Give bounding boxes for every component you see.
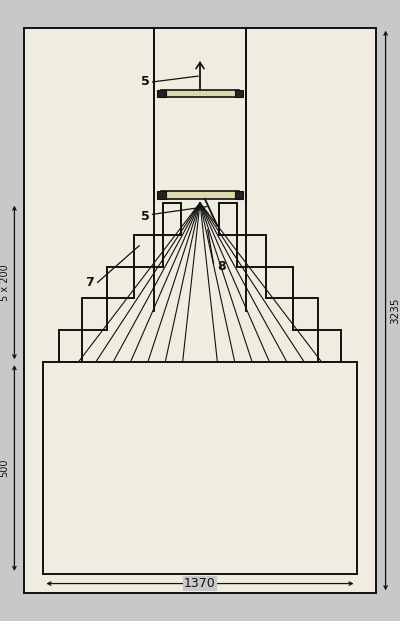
Bar	[163, 202, 181, 235]
Bar	[158, 89, 166, 97]
Bar	[235, 191, 244, 199]
Bar	[237, 235, 266, 266]
Bar	[235, 89, 244, 97]
Bar	[134, 235, 163, 266]
Bar	[219, 202, 237, 235]
Bar	[266, 266, 293, 299]
Text: 5 x 200: 5 x 200	[0, 264, 10, 301]
Text: 5: 5	[142, 75, 150, 88]
Bar	[318, 330, 341, 362]
Text: 8: 8	[217, 260, 226, 273]
Bar	[107, 266, 134, 299]
Text: 5: 5	[142, 210, 150, 223]
Text: 1370: 1370	[184, 577, 216, 590]
Bar	[44, 362, 356, 574]
Bar	[161, 191, 239, 199]
Text: 500: 500	[0, 459, 10, 478]
Bar	[59, 330, 82, 362]
Bar	[293, 299, 318, 330]
Bar	[158, 191, 166, 199]
Text: 3235: 3235	[390, 297, 400, 324]
Text: 7: 7	[86, 276, 94, 289]
Bar	[82, 299, 107, 330]
Bar	[161, 89, 239, 97]
